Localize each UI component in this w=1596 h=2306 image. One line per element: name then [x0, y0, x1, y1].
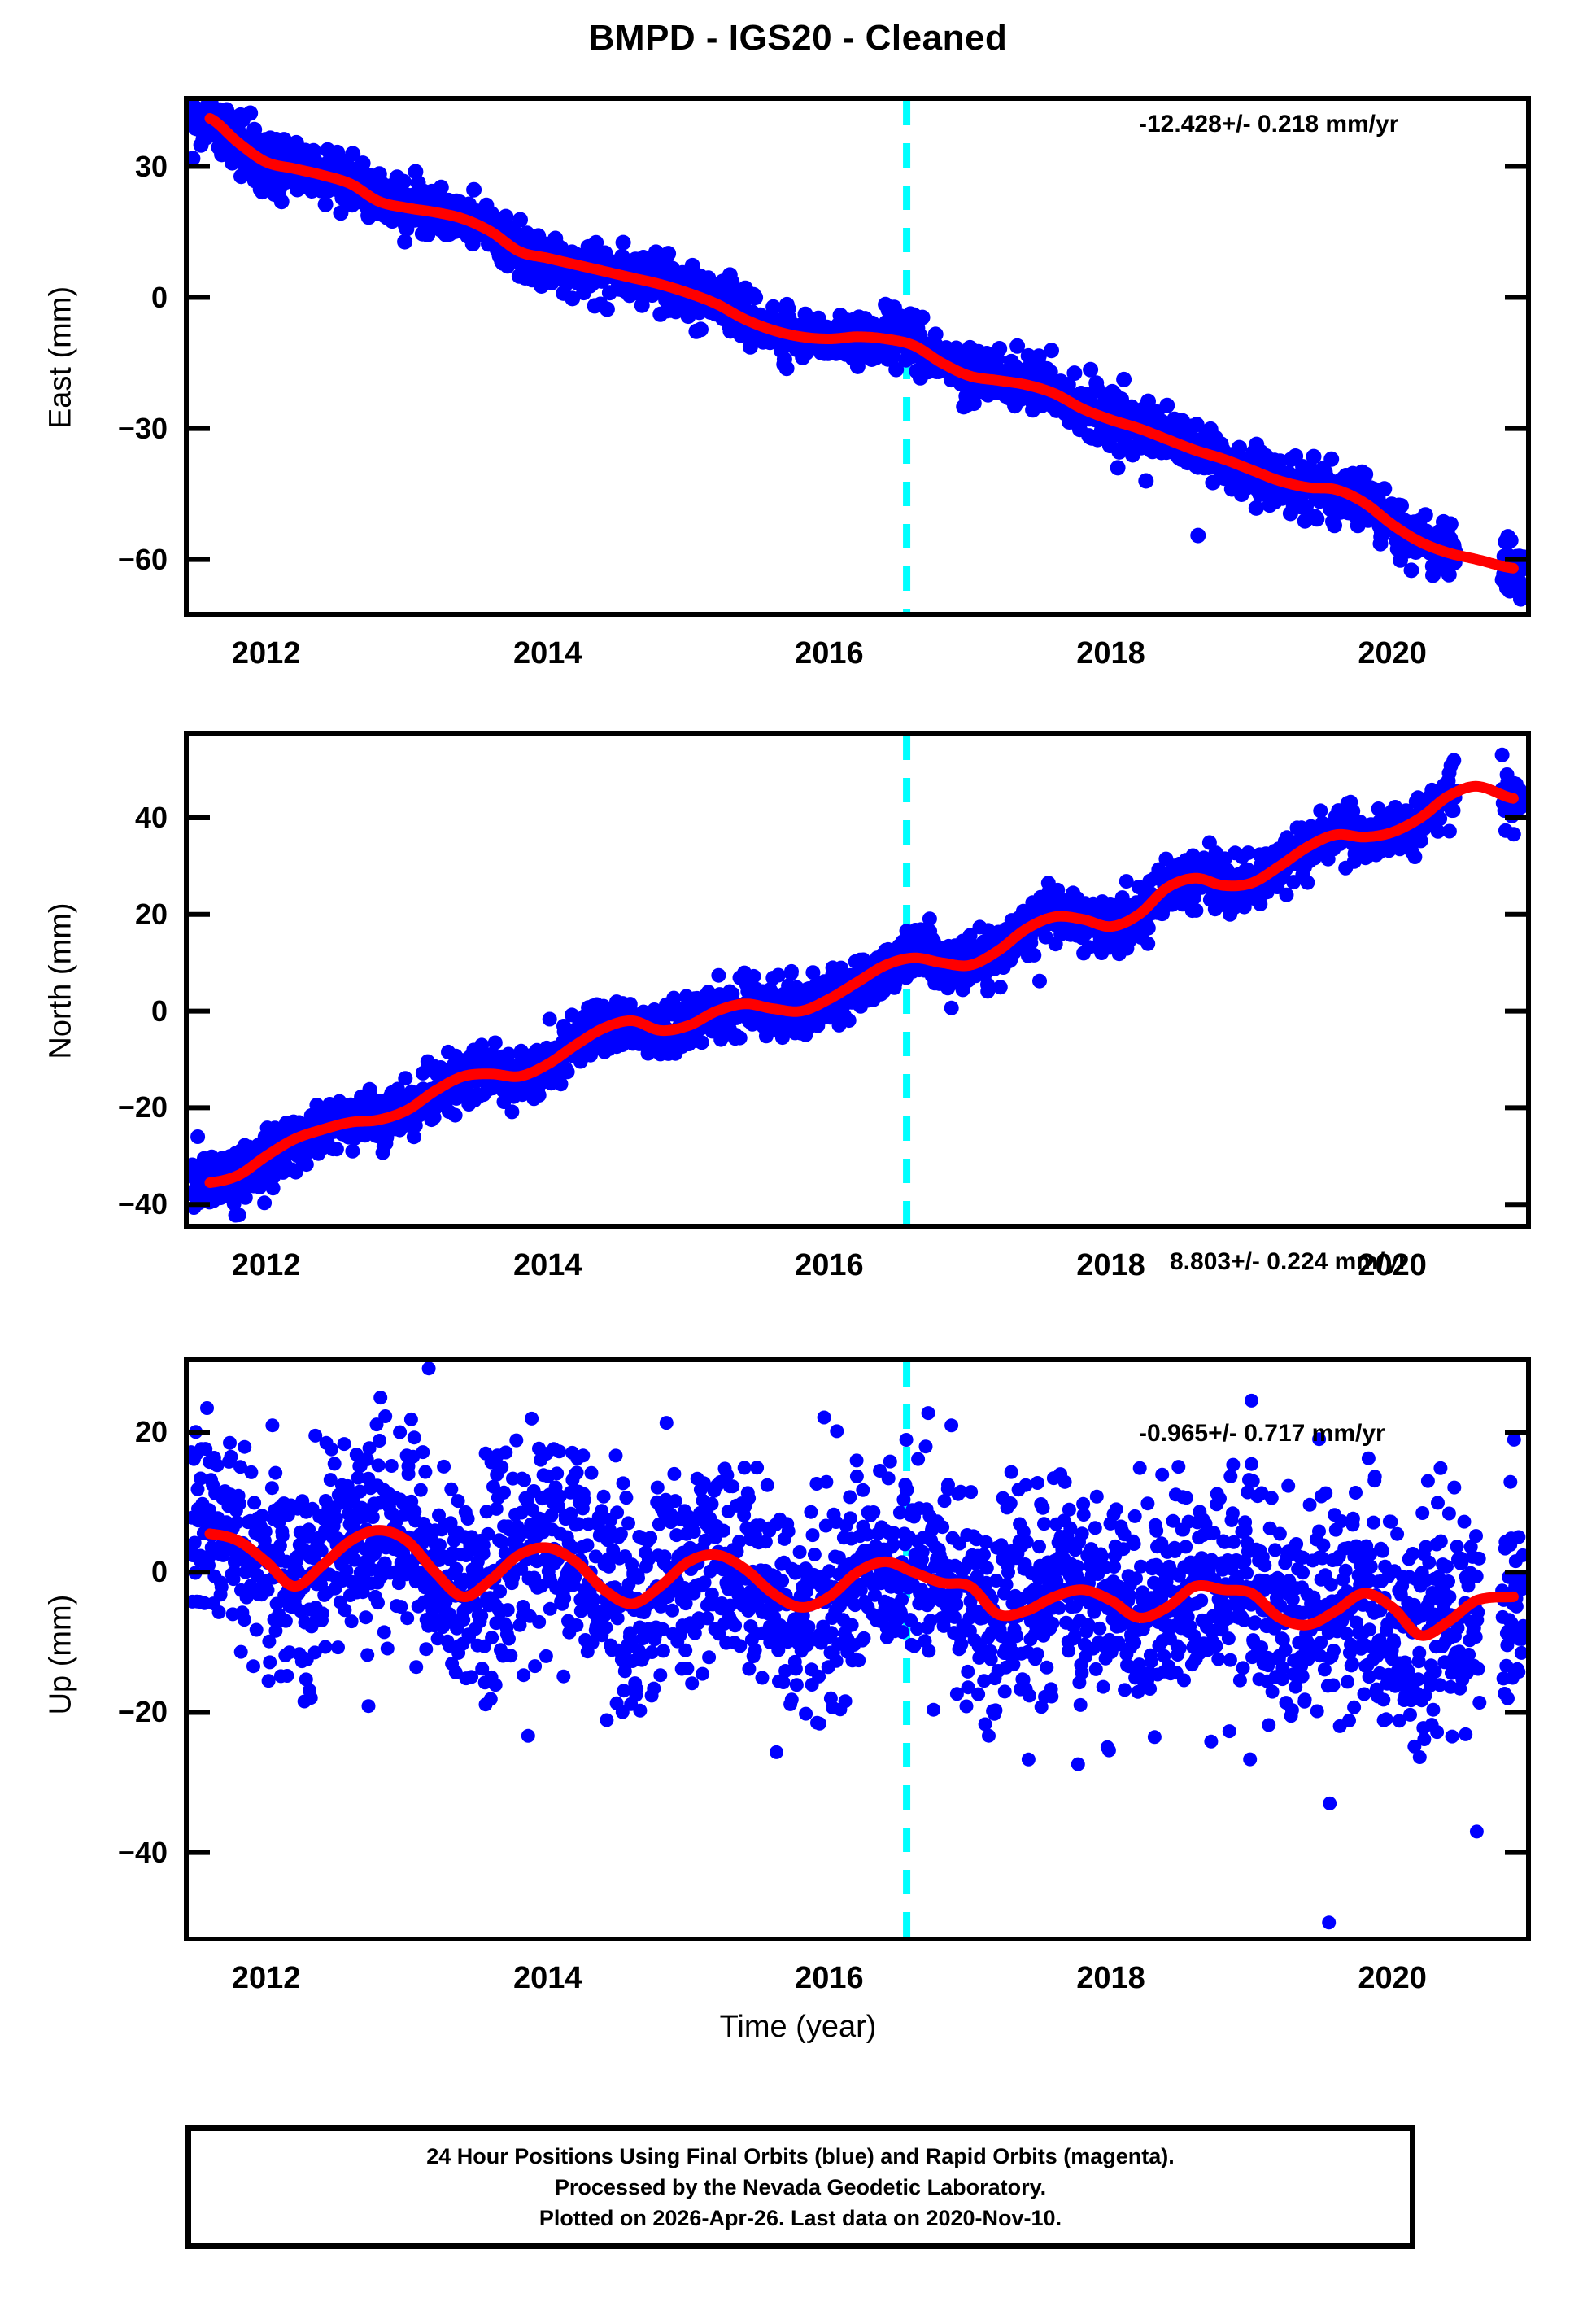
tick-marks-north [189, 731, 1526, 1229]
ytick-label-east-0: 30 [134, 149, 168, 183]
axis-label-north: North (mm) [43, 902, 78, 1059]
xtick-label-east-0: 2012 [231, 636, 301, 670]
panel-north-plot-area [189, 731, 1526, 1229]
ytick-label-east-2: −30 [117, 411, 168, 445]
panel-east [184, 96, 1531, 617]
ytick-label-east-3: −60 [117, 542, 168, 576]
xtick-label-east-4: 2020 [1358, 636, 1427, 670]
ytick-label-north-3: −20 [117, 1090, 168, 1125]
ytick-label-east-1: 0 [150, 280, 168, 314]
xtick-label-east-2: 2016 [795, 636, 864, 670]
tick-marks-up [189, 1357, 1526, 1941]
ytick-label-up-2: −20 [117, 1695, 168, 1729]
ytick-label-north-2: 0 [150, 994, 168, 1028]
rate-label-east: -12.428+/- 0.218 mm/yr [1139, 111, 1399, 138]
trend-line-up [204, 1525, 1519, 1641]
panel-up [184, 1357, 1531, 1941]
xtick-label-north-2: 2016 [795, 1248, 864, 1282]
ytick-label-up-3: −40 [117, 1835, 168, 1869]
ytick-label-up-0: 20 [134, 1415, 168, 1449]
xtick-label-north-3: 2018 [1076, 1248, 1145, 1282]
panel-up-plot-area [189, 1357, 1526, 1941]
xtick-label-north-0: 2012 [231, 1248, 301, 1282]
rate-label-up: -0.965+/- 0.717 mm/yr [1139, 1420, 1385, 1447]
xtick-label-east-1: 2014 [513, 636, 582, 670]
axis-label-time: Time (year) [719, 2010, 877, 2044]
caption-line-3: Plotted on 2026-Apr-26. Last data on 202… [539, 2206, 1062, 2231]
xtick-label-up-2: 2016 [795, 1961, 864, 1995]
panel-east-plot-area [189, 96, 1526, 617]
scatter-points-east [189, 101, 1526, 607]
caption-line-1: 24 Hour Positions Using Final Orbits (bl… [426, 2143, 1175, 2168]
ytick-label-up-1: 0 [150, 1555, 168, 1589]
trend-line-east [204, 113, 1519, 574]
ytick-label-north-4: −40 [117, 1187, 168, 1221]
caption-box: 24 Hour Positions Using Final Orbits (bl… [185, 2125, 1415, 2249]
scatter-points-up [189, 1362, 1526, 1930]
xtick-label-up-3: 2018 [1076, 1961, 1145, 1995]
trend-line-north [204, 780, 1519, 1188]
xtick-label-north-1: 2014 [513, 1248, 582, 1282]
xtick-label-north-4: 2020 [1358, 1248, 1427, 1282]
xtick-label-up-4: 2020 [1358, 1961, 1427, 1995]
ytick-label-north-1: 20 [134, 897, 168, 931]
xtick-label-up-1: 2014 [513, 1961, 582, 1995]
ytick-label-north-0: 40 [134, 800, 168, 834]
panel-north [184, 731, 1531, 1229]
tick-marks-east [189, 96, 1526, 617]
rate-label-north: 8.803+/- 0.224 mm/yr [1170, 1248, 1408, 1275]
xtick-label-east-3: 2018 [1076, 636, 1145, 670]
caption-line-2: Processed by the Nevada Geodetic Laborat… [554, 2174, 1047, 2199]
page-title: BMPD - IGS20 - Cleaned [588, 18, 1008, 58]
xtick-label-up-0: 2012 [231, 1961, 301, 1995]
